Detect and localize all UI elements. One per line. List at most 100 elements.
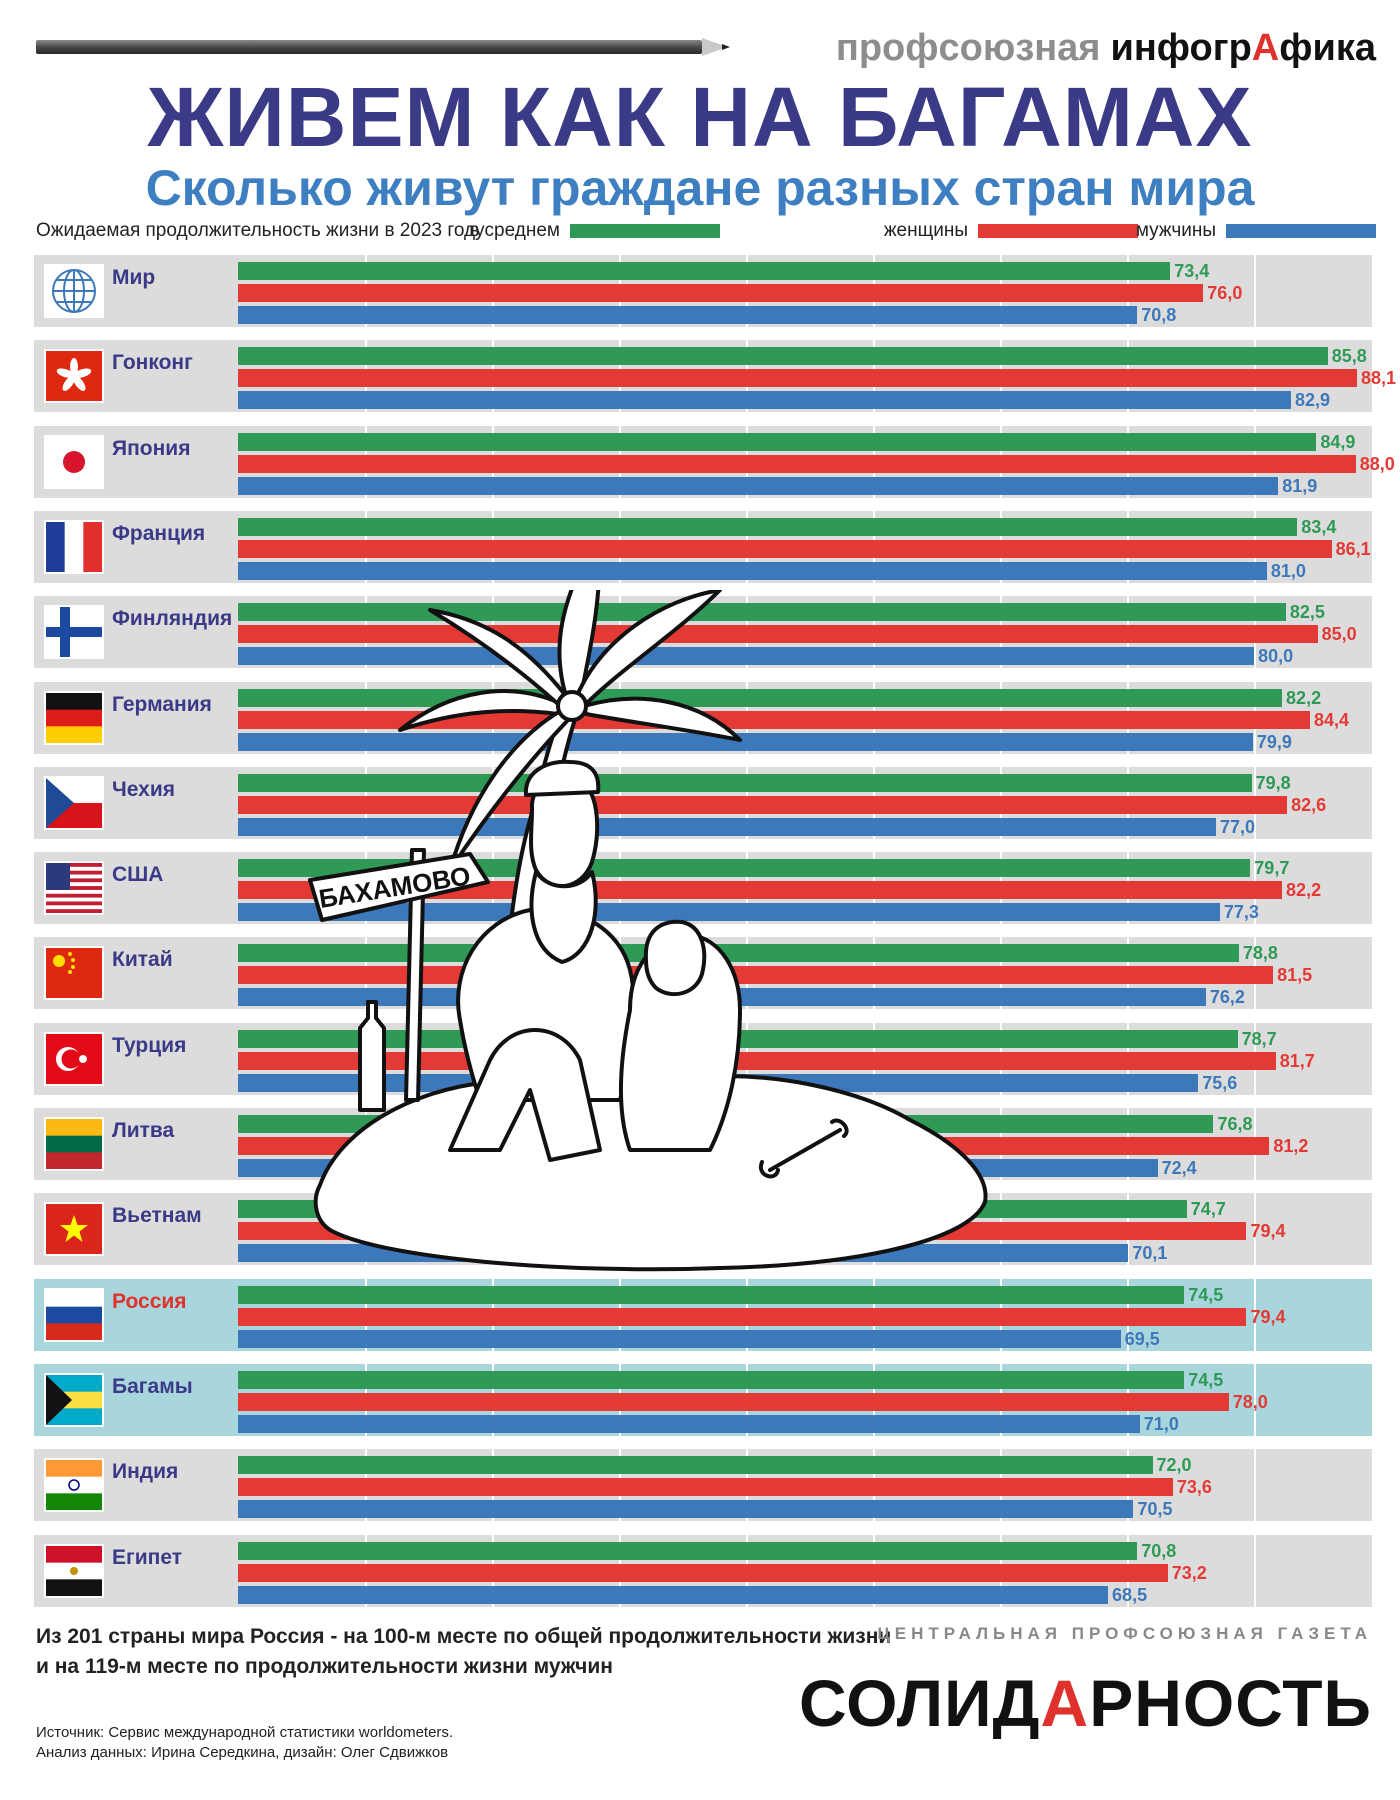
bar-male [238, 903, 1220, 922]
country-label: Литва [112, 1119, 175, 1142]
value-label-male: 68,5 [1112, 1584, 1148, 1605]
value-label-avg: 85,8 [1331, 346, 1367, 367]
bar-male [238, 1585, 1109, 1604]
value-label-avg: 78,7 [1241, 1028, 1277, 1049]
island-illustration: БАХАМОВО [308, 590, 988, 1272]
legend-swatch-female [978, 224, 1138, 238]
country-row: Багамы 74,5 78,0 71,0 [34, 1363, 1384, 1436]
finland-flag-icon [44, 605, 104, 660]
value-label-female: 81,5 [1277, 965, 1313, 986]
gridline [1381, 1449, 1384, 1522]
gridline [1254, 1278, 1257, 1351]
value-label-male: 82,9 [1294, 390, 1330, 411]
woman-head [643, 919, 707, 997]
value-label-male: 75,6 [1202, 1072, 1238, 1093]
country-label: Гонконг [112, 351, 193, 375]
bar-female [238, 1478, 1173, 1497]
value-label-female: 81,2 [1273, 1136, 1309, 1156]
value-label-male: 81,9 [1282, 475, 1318, 496]
value-label-female: 82,2 [1286, 880, 1322, 901]
brand-left: профсоюзная [835, 27, 1101, 69]
value-label-female: 79,4 [1250, 1306, 1286, 1327]
credits-line: Анализ данных: Ирина Середкина, дизайн: … [36, 1744, 449, 1761]
country-row: Япония 84,9 88,0 81,9 [34, 425, 1395, 498]
value-label-female: 81,7 [1279, 1050, 1315, 1071]
source-line: Источник: Сервис международной статистик… [36, 1724, 454, 1741]
value-label-female: 85,0 [1321, 624, 1357, 645]
russia-flag-icon [44, 1287, 104, 1342]
value-label-female: 82,6 [1291, 794, 1327, 815]
value-label-avg: 82,5 [1289, 602, 1325, 623]
legend-label-male: мужчины [1135, 220, 1216, 241]
bar-avg [238, 432, 1317, 451]
gridline [1254, 1193, 1257, 1266]
usa-flag-icon [44, 861, 104, 916]
value-label-female: 78,0 [1232, 1391, 1268, 1412]
bar-avg [238, 517, 1298, 536]
value-label-avg: 84,9 [1320, 431, 1356, 452]
palm-leaf-3 [582, 696, 742, 742]
gridline [1254, 255, 1257, 327]
value-label-male: 72,4 [1161, 1158, 1197, 1178]
value-label-female: 88,1 [1361, 368, 1397, 389]
bar-avg [238, 1285, 1185, 1304]
country-label: Франция [112, 521, 206, 545]
footer-note: Из 201 страны мира Россия - на 100-м мес… [36, 1625, 892, 1678]
hongkong-flag-icon [44, 349, 104, 404]
czech-flag-icon [44, 775, 104, 830]
value-label-avg: 73,4 [1174, 261, 1210, 281]
value-label-avg: 74,5 [1188, 1369, 1224, 1390]
bar-female [238, 539, 1332, 558]
value-label-female: 86,1 [1335, 538, 1371, 559]
gridline [1381, 681, 1384, 754]
gridline [1381, 1108, 1384, 1180]
gridline [1381, 1363, 1384, 1436]
value-label-female: 84,4 [1314, 709, 1350, 730]
value-label-female: 73,6 [1176, 1477, 1212, 1498]
chart-title: Ожидаемая продолжительность жизни в 2023… [36, 220, 485, 241]
sign-board [308, 852, 490, 922]
country-label: Турция [112, 1033, 187, 1057]
palm-leaf-4 [398, 689, 564, 732]
legend-item-male: мужчины [1136, 218, 1376, 244]
value-label-avg: 78,8 [1242, 943, 1278, 964]
country-label: Чехия [112, 777, 175, 801]
page-title: ЖИВЕМ КАК НА БАГАМАХ [147, 70, 1253, 164]
bar-male [238, 1329, 1121, 1348]
bahamas-flag-icon [44, 1372, 104, 1427]
bar-male [238, 732, 1253, 751]
bar-female [238, 710, 1310, 729]
gridline [1381, 937, 1384, 1010]
value-label-male: 70,1 [1132, 1243, 1168, 1264]
country-label: Германия [112, 692, 212, 716]
bottle [358, 1000, 386, 1112]
value-label-avg: 82,2 [1286, 687, 1322, 708]
value-label-male: 70,8 [1141, 305, 1177, 325]
bar-female [238, 881, 1283, 900]
turkey-flag-icon [44, 1031, 104, 1086]
egypt-flag-icon [44, 1543, 104, 1598]
lithuania-flag-icon [44, 1117, 104, 1171]
bar-female [238, 1392, 1229, 1411]
bar-avg [238, 1541, 1138, 1560]
value-label-avg: 79,7 [1254, 858, 1290, 879]
brand-right: инфогрАфика [1110, 27, 1376, 69]
palm-leaf-1 [557, 590, 601, 704]
value-label-male: 77,0 [1220, 816, 1256, 837]
country-label: Япония [112, 436, 191, 460]
value-label-male: 80,0 [1258, 646, 1294, 667]
legend-row: Ожидаемая продолжительность жизни в 2023… [36, 218, 1376, 246]
globe-flag-icon [44, 264, 104, 318]
country-row: Египет 70,8 73,2 68,5 [34, 1534, 1384, 1607]
page-subtitle: Сколько живут граждане разных стран мира [145, 160, 1255, 216]
value-label-avg: 74,7 [1190, 1199, 1226, 1220]
bar-male [238, 306, 1138, 324]
value-label-female: 79,4 [1250, 1221, 1286, 1242]
value-label-male: 76,2 [1209, 987, 1245, 1008]
value-label-male: 77,3 [1223, 902, 1259, 923]
china-flag-icon [44, 946, 104, 1001]
country-row: США 79,7 82,2 77,3 [34, 852, 1384, 925]
gridline [1254, 1363, 1257, 1436]
country-label: Россия [112, 1289, 187, 1313]
value-label-avg: 83,4 [1301, 516, 1337, 537]
